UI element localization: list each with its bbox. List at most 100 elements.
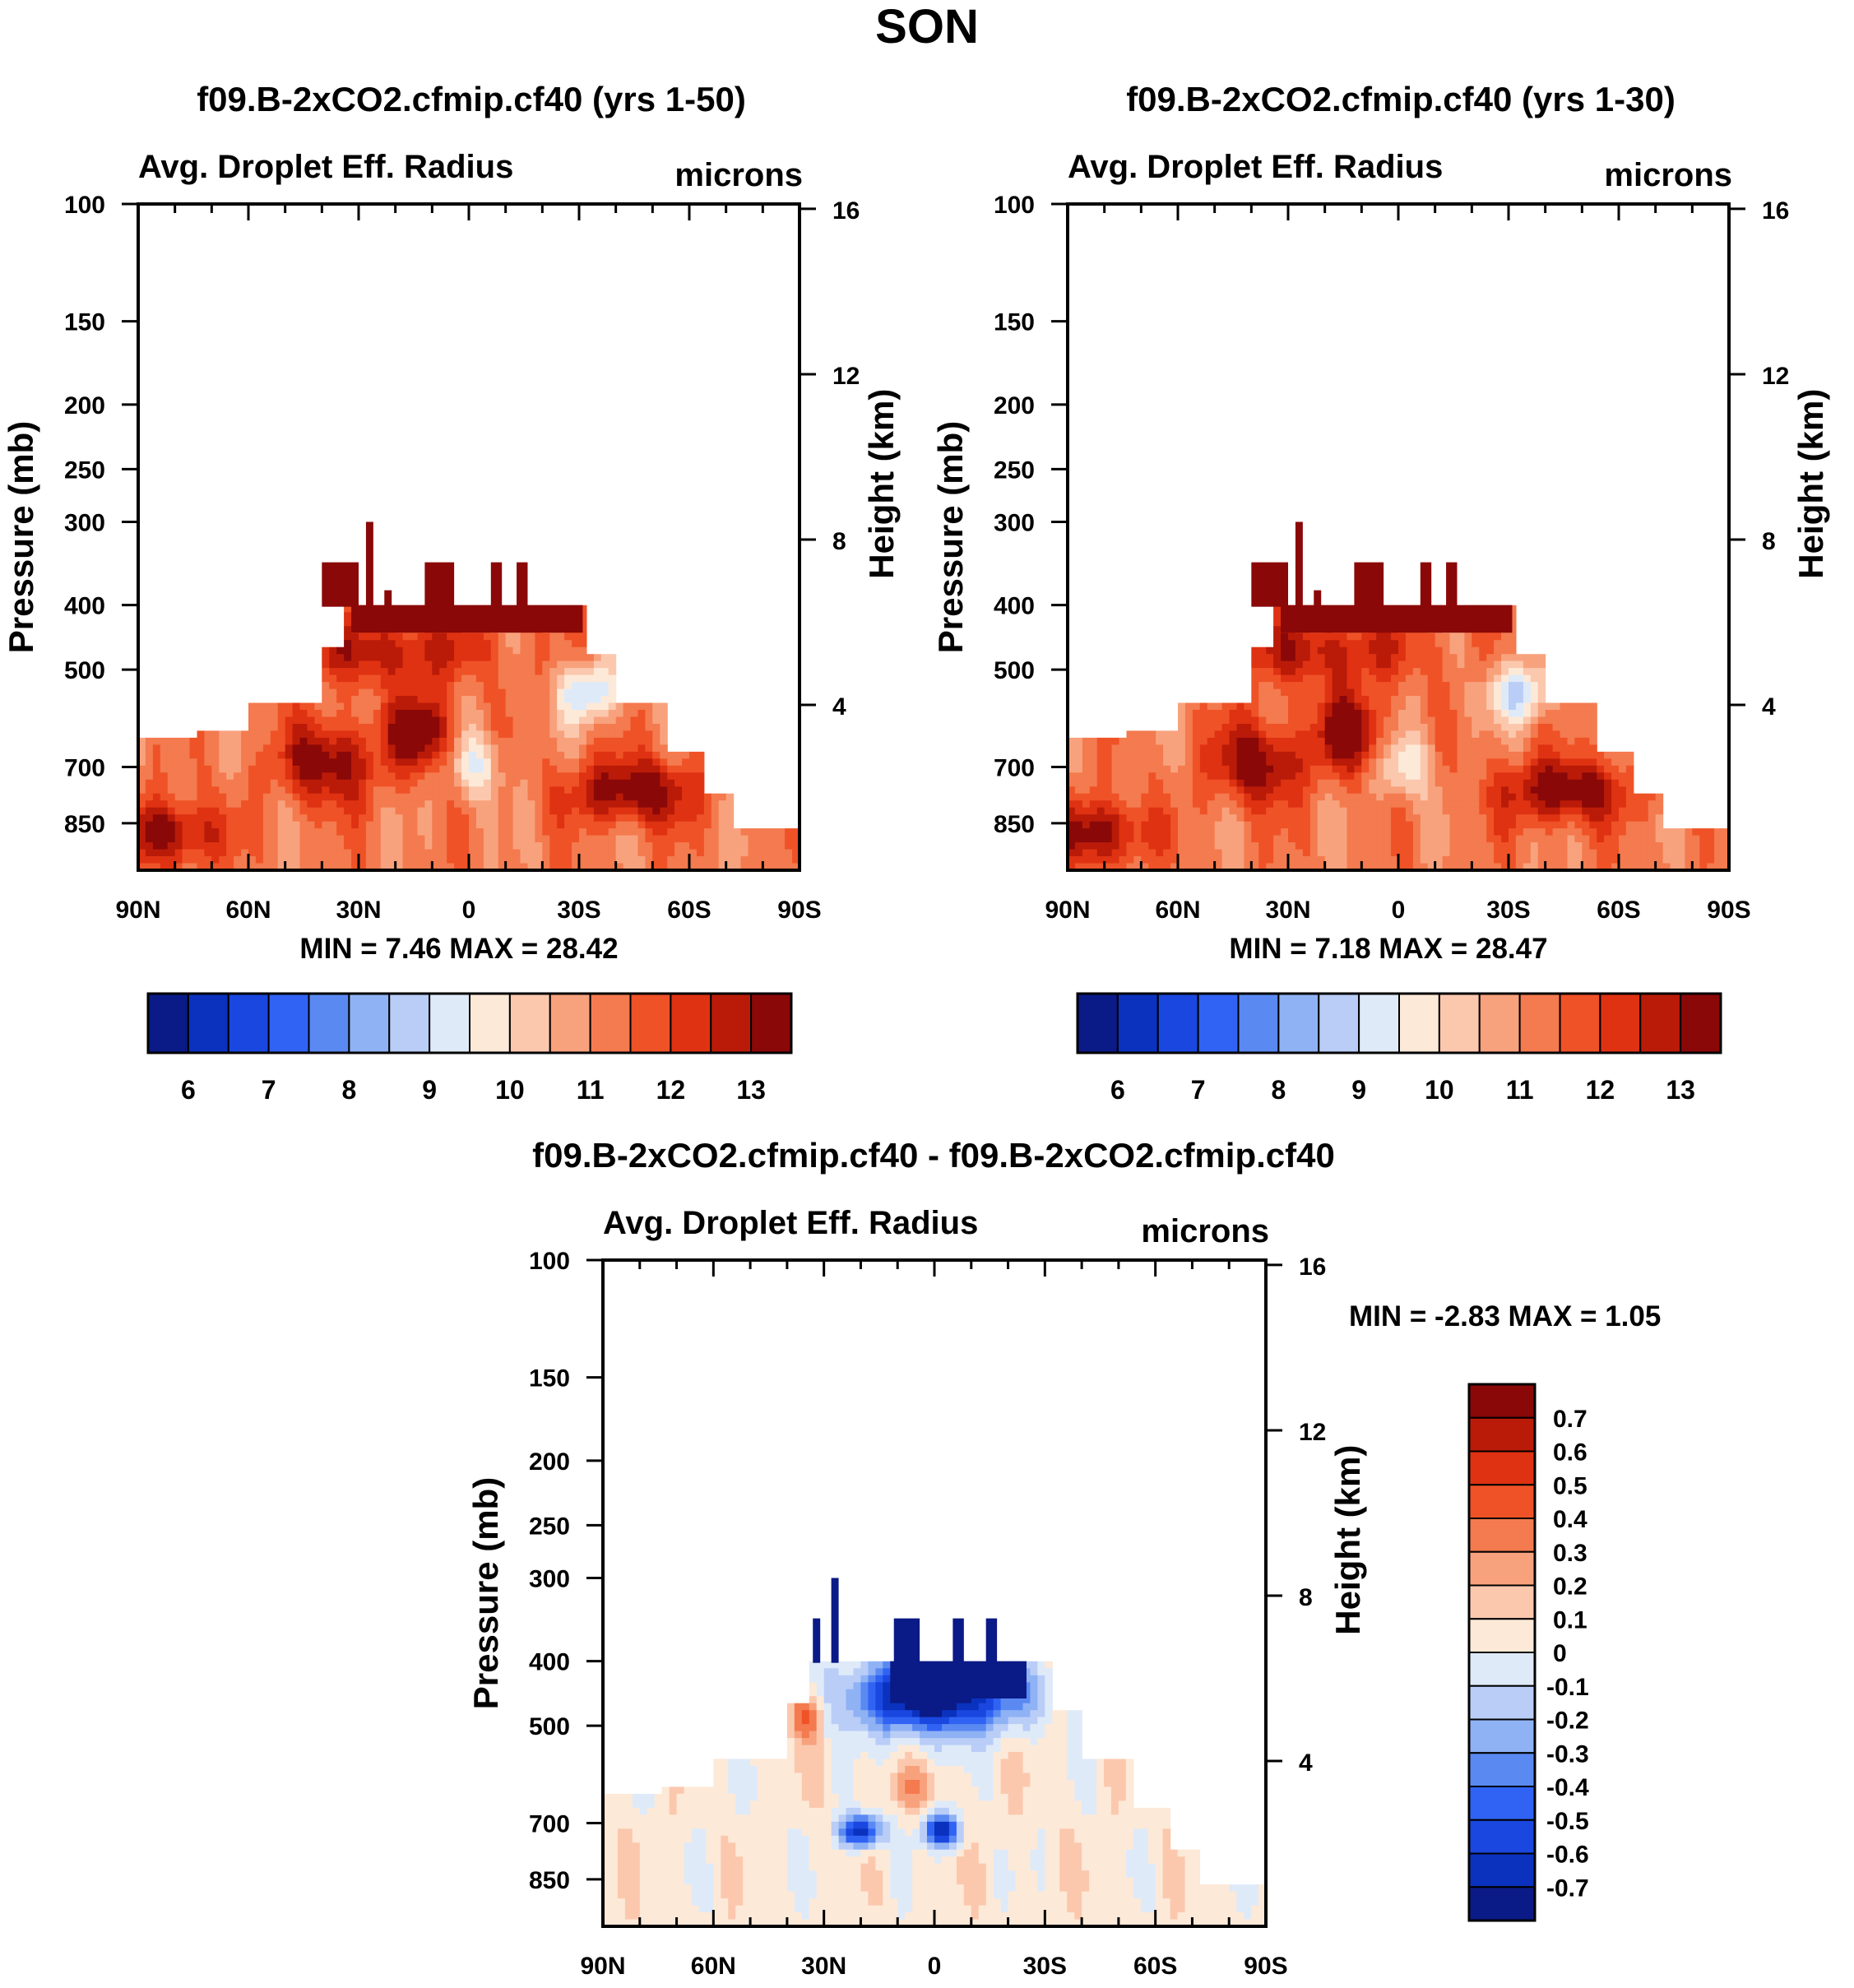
heatmap-cell (1236, 716, 1244, 725)
left-subtitle: Avg. Droplet Eff. Radius (1068, 149, 1443, 185)
heatmap-cell (1170, 786, 1179, 795)
heatmap-cell (579, 793, 587, 801)
heatmap-cell (1442, 758, 1451, 767)
heatmap-cell (1486, 724, 1495, 732)
heatmap-cell (1376, 786, 1384, 795)
x-tick-label: 60S (667, 897, 711, 924)
heatmap-cell (579, 730, 587, 739)
heatmap-cell (617, 1849, 626, 1857)
heatmap-cell (1244, 807, 1252, 815)
heatmap-cell (270, 702, 279, 711)
heatmap-cell (1472, 716, 1480, 725)
heatmap-cell (696, 786, 705, 795)
heatmap-cell (1604, 758, 1612, 767)
heatmap-cell (322, 772, 330, 781)
heatmap-cell (579, 626, 587, 634)
y-tick-label: 250 (994, 456, 1035, 484)
heatmap-cell (329, 688, 337, 697)
heatmap-cell (792, 849, 800, 857)
heatmap-cell (1221, 856, 1231, 864)
x-tick-label: 0 (462, 897, 476, 924)
heatmap-cell (299, 842, 308, 850)
heatmap-cell (483, 814, 492, 823)
heatmap-cell (1412, 744, 1421, 753)
y-right-tick-label: 8 (832, 528, 846, 555)
heatmap-cell (1214, 821, 1223, 829)
heatmap-cell (285, 730, 294, 739)
heatmap-cell (292, 779, 301, 787)
heatmap-cell (182, 751, 191, 759)
heatmap-cell (689, 842, 698, 850)
heatmap-cell (535, 821, 543, 829)
heatmap-cell (615, 702, 624, 711)
heatmap-cell (1251, 807, 1259, 815)
heatmap-cell (1281, 849, 1289, 857)
heatmap-cell (1449, 751, 1458, 759)
heatmap-cell (1427, 814, 1436, 823)
heatmap-cell (1148, 814, 1156, 823)
heatmap-cell (1648, 800, 1657, 809)
heatmap-cell (1457, 863, 1465, 871)
heatmap-cell (608, 765, 617, 773)
heatmap-cell (1369, 842, 1377, 850)
heatmap-cell (1119, 807, 1127, 815)
heatmap-cell (1258, 765, 1267, 773)
heatmap-cell (1339, 668, 1347, 676)
heatmap-cell (1288, 737, 1296, 745)
heatmap-cell (1589, 737, 1597, 745)
heatmap-cell (1207, 724, 1216, 732)
heatmap-cell (1486, 814, 1495, 823)
heatmap-cell (1295, 807, 1304, 815)
heatmap-cell (600, 849, 610, 857)
heatmap-cell (402, 668, 411, 676)
heatmap-cell (344, 633, 352, 641)
heatmap-cell (667, 772, 675, 781)
heatmap-cell (1472, 863, 1480, 871)
heatmap-cell (603, 1800, 611, 1809)
heatmap-cell (1273, 619, 1282, 627)
heatmap-cell (703, 842, 712, 850)
heatmap-cell (1258, 793, 1267, 801)
heatmap-cell (1472, 744, 1480, 753)
heatmap-cell (277, 744, 286, 753)
heatmap-cell (603, 1793, 611, 1801)
heatmap-cell (1199, 737, 1208, 745)
heatmap-cell (637, 786, 646, 795)
heatmap-cell (1302, 682, 1311, 690)
heatmap-cell (1361, 660, 1370, 669)
heatmap-cell (1486, 842, 1495, 850)
heatmap-cell (1589, 716, 1597, 725)
heatmap-cell (1369, 821, 1377, 829)
heatmap-cell (1148, 737, 1156, 745)
colorbar-box (1318, 993, 1360, 1054)
heatmap-cell (557, 724, 565, 732)
heatmap-cell (307, 724, 315, 732)
heatmap-cell (344, 668, 352, 676)
heatmap-cell (1332, 828, 1341, 836)
heatmap-cell (557, 660, 565, 669)
heatmap-cell (1552, 856, 1561, 864)
heatmap-cell (498, 758, 507, 767)
heatmap-cell (674, 758, 683, 767)
heatmap-cell (241, 779, 249, 787)
heatmap-cell (512, 814, 521, 823)
heatmap-cell (1346, 682, 1355, 690)
heatmap-cell (299, 793, 308, 801)
heatmap-cell (234, 849, 242, 857)
heatmap-cell (512, 730, 521, 739)
heatmap-cell (682, 807, 690, 815)
heatmap-cell (204, 828, 212, 836)
heatmap-cell (652, 814, 660, 823)
heatmap-cell (174, 751, 183, 759)
heatmap-cell (373, 828, 382, 836)
heatmap-cell (1552, 821, 1561, 829)
heatmap-cell (1486, 682, 1495, 690)
heatmap-cell (1699, 863, 1708, 871)
heatmap-cell (1405, 716, 1414, 725)
heatmap-cell (1229, 863, 1237, 871)
heatmap-cell (586, 765, 595, 773)
heatmap-cell (1104, 786, 1113, 795)
heatmap-cell (682, 842, 690, 850)
heatmap-cell (167, 828, 176, 836)
heatmap-cell (1530, 751, 1539, 759)
